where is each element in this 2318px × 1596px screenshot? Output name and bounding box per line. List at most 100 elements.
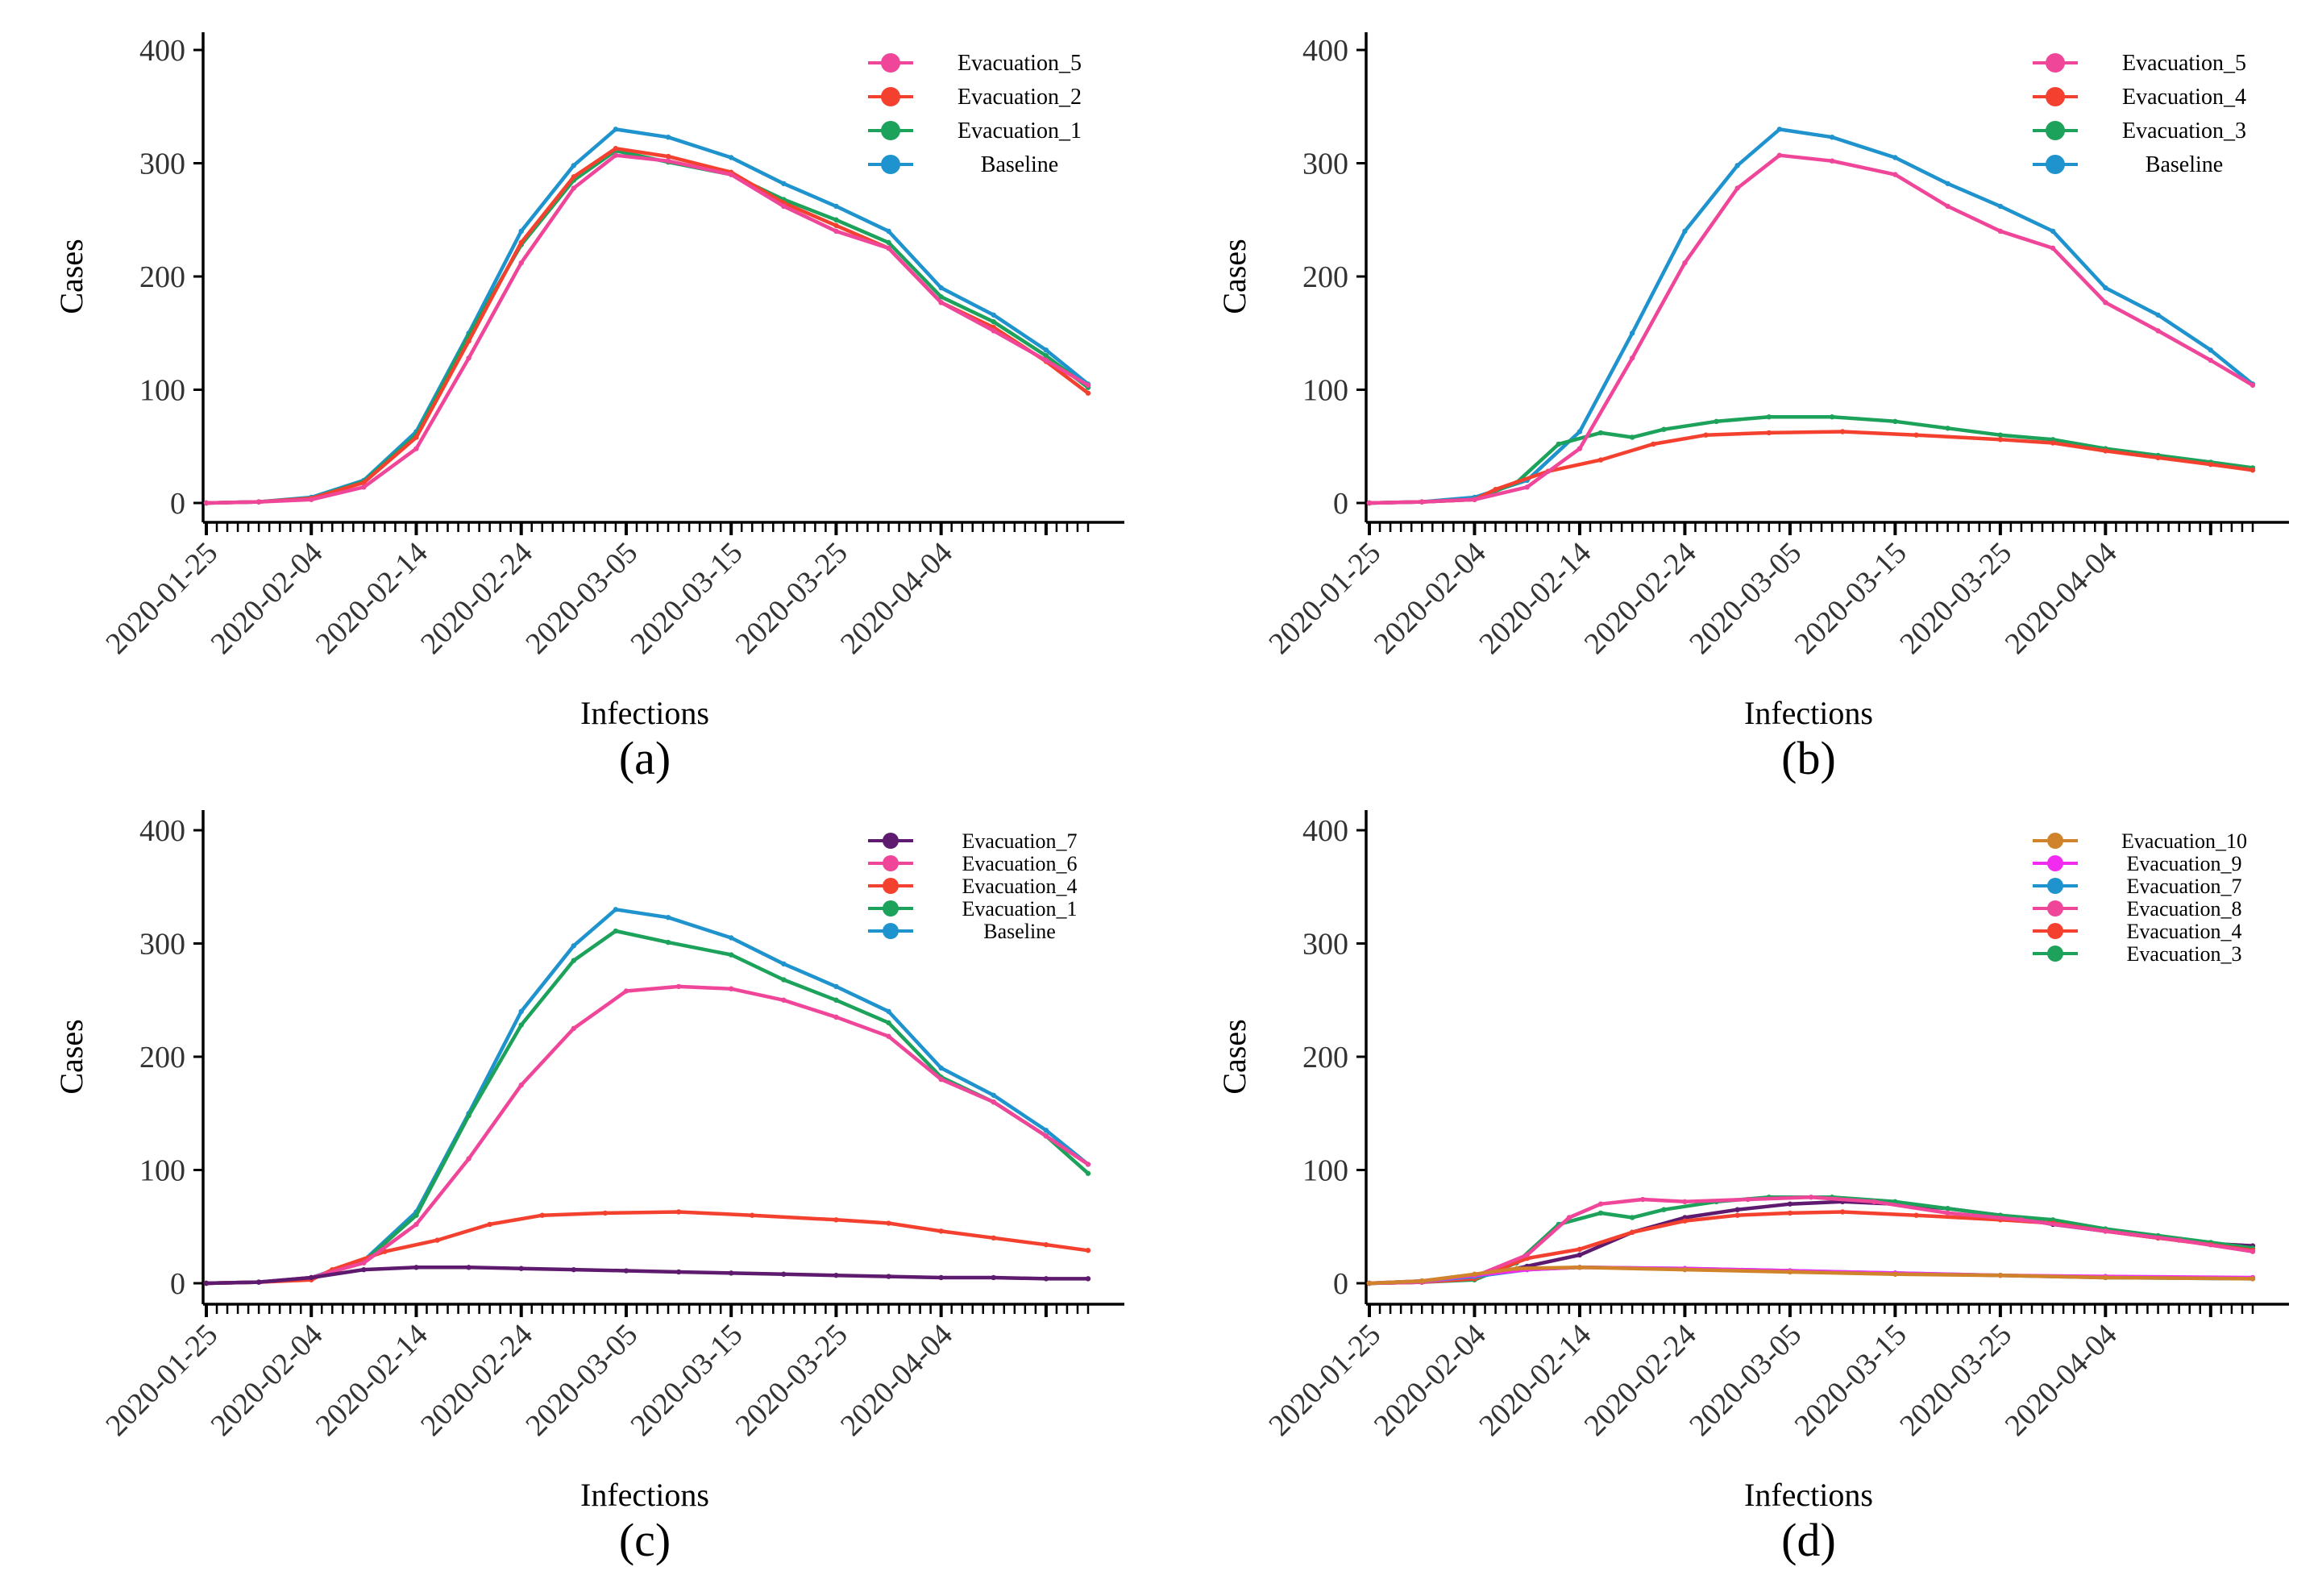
data-point (1576, 446, 1583, 451)
data-point (886, 245, 891, 251)
legend-label: Evacuation_7 (962, 829, 1078, 853)
data-point (1714, 418, 1719, 425)
data-point (1871, 1199, 1877, 1205)
x-tick-label: 2020-02-04 (1368, 536, 1493, 661)
y-tick-label: 300 (139, 148, 185, 181)
data-point (466, 1156, 471, 1162)
legend-item: Evacuation_5 (2033, 51, 2246, 76)
legend-label: Evacuation_4 (2122, 85, 2246, 110)
data-point (361, 1260, 367, 1266)
legend-marker (883, 878, 899, 894)
data-point (203, 1280, 210, 1286)
data-point (728, 935, 734, 941)
data-point (2155, 455, 2161, 460)
legend-marker (881, 53, 900, 73)
data-point (2208, 347, 2214, 353)
legend-label: Evacuation_1 (962, 897, 1078, 921)
y-tick-label: 200 (139, 260, 185, 294)
data-point (571, 1025, 577, 1032)
legend-label: Evacuation_7 (2127, 875, 2242, 898)
data-point (1085, 1162, 1091, 1167)
data-point (991, 328, 996, 334)
legend-item: Evacuation_7 (2033, 875, 2241, 898)
data-point (1524, 1252, 1530, 1258)
legend-item: Evacuation_3 (2033, 942, 2241, 966)
data-point (2208, 462, 2214, 468)
data-point (1839, 1209, 1846, 1215)
legend-label: Evacuation_1 (958, 118, 1082, 143)
data-point (487, 1221, 492, 1228)
data-point (518, 1008, 524, 1015)
series-line-evacuation-7 (206, 1266, 1088, 1286)
data-point (1472, 497, 1477, 502)
legend-item: Evacuation_6 (868, 852, 1077, 875)
y-axis-title: Cases (1216, 239, 1252, 314)
x-tick-label: 2020-03-15 (624, 1318, 749, 1443)
data-point (1493, 486, 1498, 493)
data-point (1085, 1248, 1091, 1253)
data-point (1787, 1269, 1793, 1275)
legend-label: Baseline (981, 152, 1058, 177)
x-tick-label: 2020-02-14 (309, 536, 434, 661)
legend-marker (881, 121, 900, 140)
data-point (1629, 330, 1635, 336)
chart-panel-2: 0100200300400Cases2020-01-252020-02-0420… (1216, 32, 2289, 784)
data-point (1472, 1271, 1477, 1277)
data-point (1766, 414, 1772, 420)
data-point (518, 228, 524, 234)
data-point (1776, 127, 1783, 132)
data-point (518, 1266, 524, 1271)
data-point (1043, 1242, 1049, 1248)
data-point (539, 1212, 545, 1218)
data-point (413, 434, 419, 440)
legend-label: Baseline (983, 920, 1056, 943)
data-point (1366, 500, 1373, 506)
data-point (413, 1212, 419, 1218)
data-point (1892, 418, 1898, 425)
data-point (991, 1274, 996, 1281)
legend-marker (2046, 155, 2065, 174)
legend-marker (883, 833, 899, 849)
series-line-evacuation-5 (1369, 153, 2254, 505)
legend-marker (2047, 855, 2063, 871)
y-tick-label: 0 (1333, 487, 1348, 521)
data-point (1576, 1265, 1583, 1270)
data-point (1945, 1210, 1950, 1216)
data-point (1043, 347, 1049, 353)
data-point (886, 1020, 891, 1026)
y-tick-label: 100 (139, 1154, 185, 1188)
data-point (1043, 353, 1049, 359)
legend-marker (2047, 946, 2063, 962)
data-point (613, 127, 619, 132)
data-point (613, 152, 619, 158)
data-point (1043, 1128, 1049, 1133)
y-tick-label: 100 (1302, 374, 1348, 408)
legend-item: Baseline (2033, 152, 2223, 177)
legend-marker (2046, 121, 2065, 140)
data-point (938, 1076, 944, 1083)
legend-label: Evacuation_5 (2122, 51, 2246, 76)
data-point (781, 203, 787, 210)
data-point (571, 163, 577, 168)
data-point (1085, 1170, 1091, 1176)
legend-label: Evacuation_2 (958, 85, 1082, 110)
legend-item: Evacuation_1 (868, 118, 1082, 143)
x-tick-label: 2020-02-14 (309, 1318, 434, 1443)
data-point (833, 983, 839, 990)
data-point (361, 480, 367, 485)
data-point (1997, 437, 2004, 443)
legend-item: Evacuation_9 (2033, 852, 2241, 875)
data-point (2155, 312, 2161, 318)
legend-marker (883, 923, 899, 939)
data-point (833, 217, 839, 222)
data-point (1085, 1276, 1091, 1282)
data-point (991, 1235, 996, 1241)
data-point (728, 986, 734, 991)
data-point (781, 977, 787, 983)
data-point (2050, 245, 2056, 251)
data-point (1829, 158, 1835, 164)
data-point (781, 997, 787, 1003)
series-line-baseline (206, 908, 1090, 1286)
data-point (2103, 1228, 2108, 1234)
